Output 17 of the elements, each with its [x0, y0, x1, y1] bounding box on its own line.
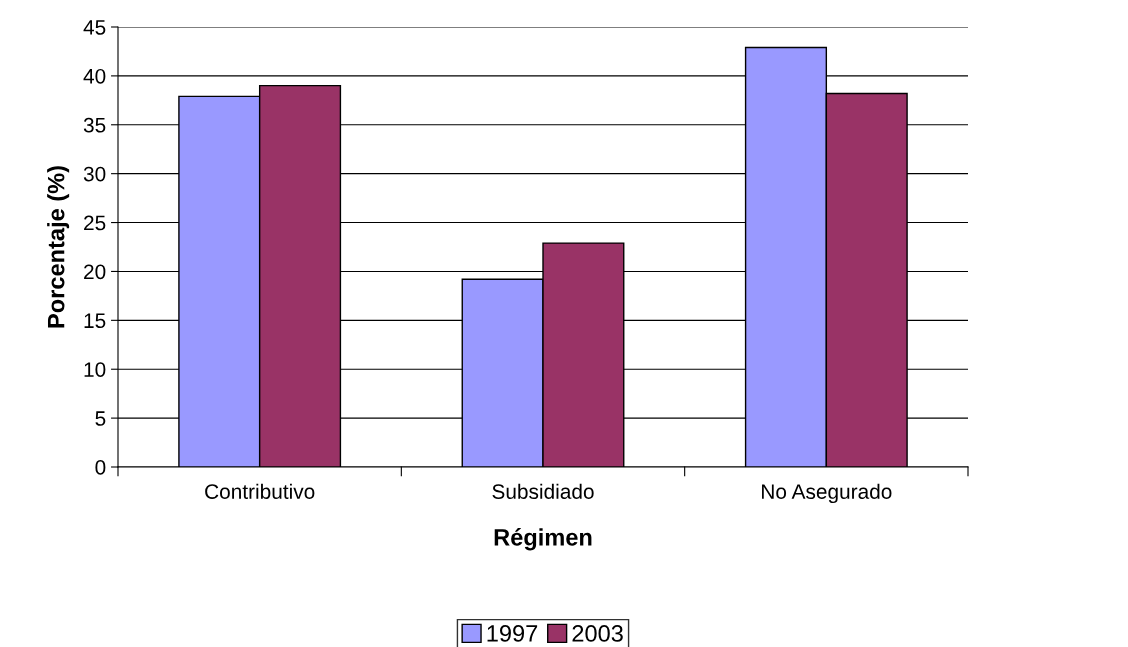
y-tick-label: 20 — [84, 264, 106, 280]
y-tick-label: 25 — [84, 215, 106, 231]
y-tick-label: 40 — [83, 68, 106, 84]
y-tick-label: 10 — [84, 362, 106, 377]
x-tick-label: Contributivo — [205, 483, 315, 499]
x-axis-title: Régimen — [494, 528, 592, 551]
y-tick-label: 35 — [83, 117, 106, 133]
x-tick-label: No Asegurado — [762, 483, 892, 504]
y-tick-label: 30 — [83, 166, 106, 182]
y-axis-title: Porcentaje (%) — [47, 166, 70, 328]
y-tick-label: 0 — [95, 460, 106, 475]
y-tick-label: 15 — [84, 313, 106, 329]
legend-label: 1997 — [487, 625, 538, 642]
y-tick-label: 45 — [83, 20, 106, 35]
y-tick-label: 5 — [95, 411, 106, 426]
x-tick-label: Subsidiado — [492, 483, 594, 499]
legend-label: 2003 — [572, 625, 623, 642]
